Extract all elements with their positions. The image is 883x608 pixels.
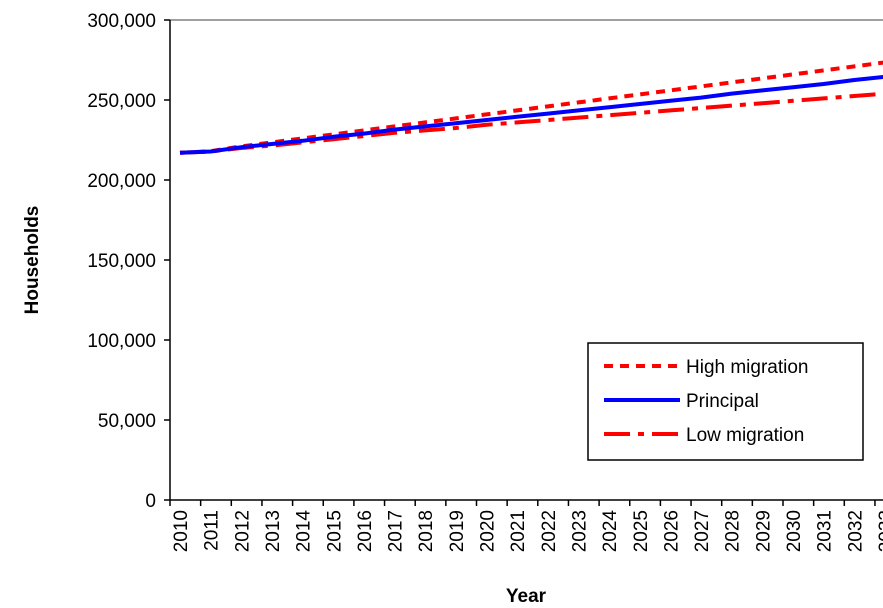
x-tick-label: 2012	[232, 510, 253, 552]
x-tick-label: 2013	[263, 510, 284, 552]
x-tick-label: 2014	[294, 510, 315, 553]
x-tick-label: 2011	[202, 510, 223, 551]
y-tick-label: 300,000	[87, 11, 156, 32]
y-tick-label: 100,000	[87, 331, 156, 352]
series-line-low-migration	[179, 91, 883, 155]
x-tick-label: 2018	[416, 510, 437, 552]
y-axis-ticks: 0 50,000 100,000 150,000 200,000 250,000 300,0…	[87, 11, 170, 512]
x-tick-label: 2030	[784, 510, 805, 552]
x-tick-label: 2025	[631, 510, 652, 552]
x-tick-label: 2015	[324, 510, 345, 552]
x-tick-label: 2024	[600, 510, 621, 553]
legend-label: Principal	[686, 391, 759, 412]
legend: High migration Principal Low migration	[587, 342, 864, 461]
y-tick-label: 50,000	[98, 411, 156, 432]
x-tick-label: 2029	[753, 510, 774, 552]
legend-label: High migration	[686, 357, 809, 378]
x-tick-label: 2027	[692, 510, 713, 552]
x-tick-label: 2026	[661, 510, 682, 552]
x-tick-label: 2021	[508, 510, 529, 552]
series-layer	[179, 60, 883, 155]
x-tick-label: 2017	[386, 510, 407, 552]
y-tick-label: 0	[145, 491, 156, 512]
x-tick-label: 2016	[355, 510, 376, 552]
series-line-principal	[179, 74, 883, 155]
x-tick-label: 2023	[569, 510, 590, 552]
series-line-high-migration	[179, 60, 883, 155]
y-tick-label: 150,000	[87, 251, 156, 272]
x-tick-label: 2031	[815, 510, 836, 552]
x-tick-label: 2022	[539, 510, 560, 552]
y-tick-label: 200,000	[87, 171, 156, 192]
y-tick-label: 250,000	[87, 91, 156, 112]
x-tick-label: 2020	[478, 510, 499, 552]
legend-label: Low migration	[686, 425, 804, 446]
x-tick-label: 2032	[845, 510, 866, 552]
x-tick-label: 2028	[723, 510, 744, 552]
y-axis-title: Households	[22, 206, 43, 315]
x-axis-title: Year	[506, 586, 547, 607]
x-tick-label: 2010	[171, 510, 192, 552]
x-tick-label: 2033	[876, 510, 883, 552]
x-axis-ticks: 2010 2011 2012 2013 2014 2015 2016 2017 2018 2019…	[169, 500, 883, 553]
x-tick-label: 2019	[447, 510, 468, 552]
